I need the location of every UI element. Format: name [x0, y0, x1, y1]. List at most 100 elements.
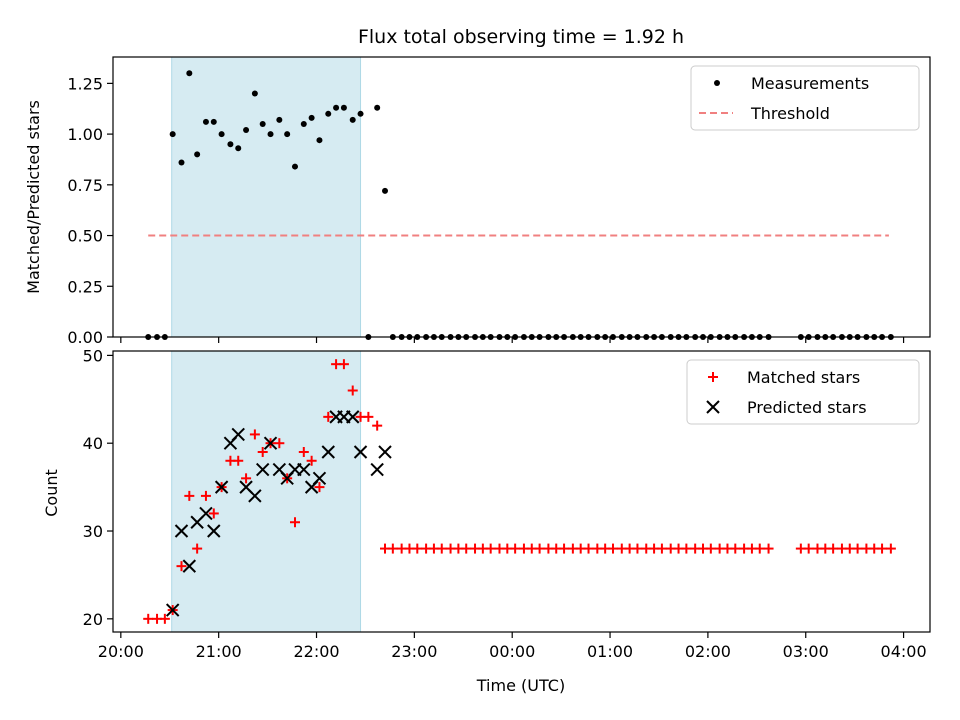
matched-stars-point	[347, 385, 358, 396]
matched-stars-point	[656, 543, 667, 554]
matched-stars-point	[176, 561, 187, 572]
bottom-y-tick-label: 40	[83, 434, 103, 453]
top-legend-label: Threshold	[750, 104, 830, 123]
predicted-stars-point-d2	[370, 462, 384, 477]
predicted-stars-point-d2	[239, 480, 253, 494]
predicted-stars-point	[346, 410, 360, 424]
measurements-point	[316, 137, 323, 144]
matched-stars-point	[233, 455, 244, 466]
measurements-point	[340, 104, 347, 111]
measurements-point	[333, 104, 340, 111]
predicted-stars-point	[165, 603, 180, 617]
matched-stars-point	[681, 543, 692, 554]
top-y-tick-label: 0.75	[67, 176, 103, 195]
measurements-point	[349, 116, 356, 123]
matched-stars-point	[257, 446, 268, 457]
bottom-legend: Matched stars Predicted stars	[686, 359, 920, 425]
matched-stars-point	[184, 490, 195, 501]
predicted-stars-point-d2	[165, 603, 180, 617]
measurements-point	[382, 187, 389, 194]
predicted-stars-point	[199, 506, 213, 521]
top-y-tick-label: 0.50	[67, 227, 103, 246]
x-axis-title: Time (UTC)	[476, 676, 565, 695]
predicted-stars-point	[231, 427, 245, 442]
matched-stars-point	[363, 411, 374, 422]
top-y-tick-label: 0.25	[67, 277, 103, 296]
matched-stars-point	[289, 517, 300, 528]
bottom-y-axis-title: Count	[42, 469, 61, 517]
matched-stars-point	[159, 613, 170, 624]
matched-stars-point	[534, 543, 545, 554]
bottom-legend-label: Predicted stars	[747, 398, 867, 417]
matched-stars-point	[387, 543, 398, 554]
bottom-plot-area: 20 30 40 50 20:00 21:00 22:00 23:00 00:00 01:00 02…	[83, 346, 931, 661]
matched-stars-point	[241, 473, 252, 484]
predicted-stars-point-d2	[272, 462, 287, 477]
measurements-point	[259, 120, 266, 127]
matched-stars-point	[763, 543, 774, 554]
measurements-point	[169, 131, 176, 138]
predicted-stars-point	[378, 445, 392, 459]
top-y-tick-label: 1.00	[67, 125, 103, 144]
matched-stars-point	[436, 543, 447, 554]
predicted-stars-point-d2	[199, 506, 213, 521]
matched-stars-point	[274, 438, 285, 449]
x-tick-label: 03:00	[783, 642, 829, 661]
matched-stars-point	[192, 543, 203, 554]
predicted-stars-point-d2	[321, 445, 335, 459]
predicted-stars-point	[312, 471, 327, 486]
matched-stars-point	[372, 420, 383, 431]
matched-stars-point	[143, 613, 154, 624]
measurements-point	[243, 127, 250, 134]
x-tick-label: 02:00	[685, 642, 731, 661]
matched-stars-point	[306, 455, 317, 466]
predicted-stars-point-d2	[214, 480, 229, 494]
predicted-stars-point	[263, 436, 278, 450]
chart-title: Flux total observing time = 1.92 h	[358, 26, 684, 48]
measurements-point	[202, 118, 209, 125]
legend-predicted-swatch-d2	[706, 400, 720, 414]
top-plot-area: 0.00 0.25 0.50 0.75 1.00 1.25 Measurements Thre…	[67, 56, 931, 347]
predicted-stars-point-d2	[353, 445, 368, 459]
predicted-stars-point	[370, 462, 384, 477]
top-legend-label: Measurements	[751, 74, 869, 93]
predicted-stars-point-d2	[255, 462, 270, 477]
predicted-stars-point-d2	[207, 524, 221, 538]
matched-stars-point	[828, 543, 839, 554]
predicted-stars-point-d2	[263, 436, 278, 450]
matched-stars-point	[323, 411, 334, 422]
matched-stars-point	[208, 508, 219, 519]
measurements-point	[357, 110, 364, 117]
matched-stars-point	[632, 543, 643, 554]
measurements-point	[325, 110, 332, 117]
top-y-tick-label: 0.00	[67, 328, 103, 347]
bottom-y-tick-label: 20	[83, 610, 103, 629]
predicted-stars-point-d2	[182, 559, 197, 573]
matched-stars-point	[607, 543, 618, 554]
matched-stars-point	[314, 482, 325, 493]
x-tick-label: 23:00	[391, 642, 437, 661]
measurements-point	[227, 141, 234, 148]
top-observing-span	[171, 56, 362, 338]
measurements-point	[186, 70, 193, 77]
predicted-stars-point	[182, 559, 197, 573]
x-tick-label: 20:00	[98, 642, 144, 661]
predicted-stars-point	[297, 462, 311, 477]
matched-stars-point	[412, 543, 423, 554]
predicted-stars-point-d2	[231, 427, 245, 442]
matched-stars-point	[705, 543, 716, 554]
predicted-stars-point-d2	[248, 489, 262, 503]
legend-predicted-swatch	[706, 400, 720, 414]
predicted-stars-point-d2	[378, 445, 392, 459]
matched-stars-point	[885, 543, 896, 554]
matched-stars-point	[249, 429, 260, 440]
matched-stars-point	[200, 490, 211, 501]
measurements-point	[235, 145, 242, 152]
top-axes-frame	[112, 56, 931, 338]
predicted-stars-point-d2	[312, 471, 327, 486]
legend-matched-swatch	[708, 372, 718, 382]
matched-stars-point	[803, 543, 814, 554]
bottom-observing-span	[171, 350, 362, 633]
bottom-y-tick-label: 50	[83, 346, 103, 365]
x-tick-label: 01:00	[587, 642, 633, 661]
